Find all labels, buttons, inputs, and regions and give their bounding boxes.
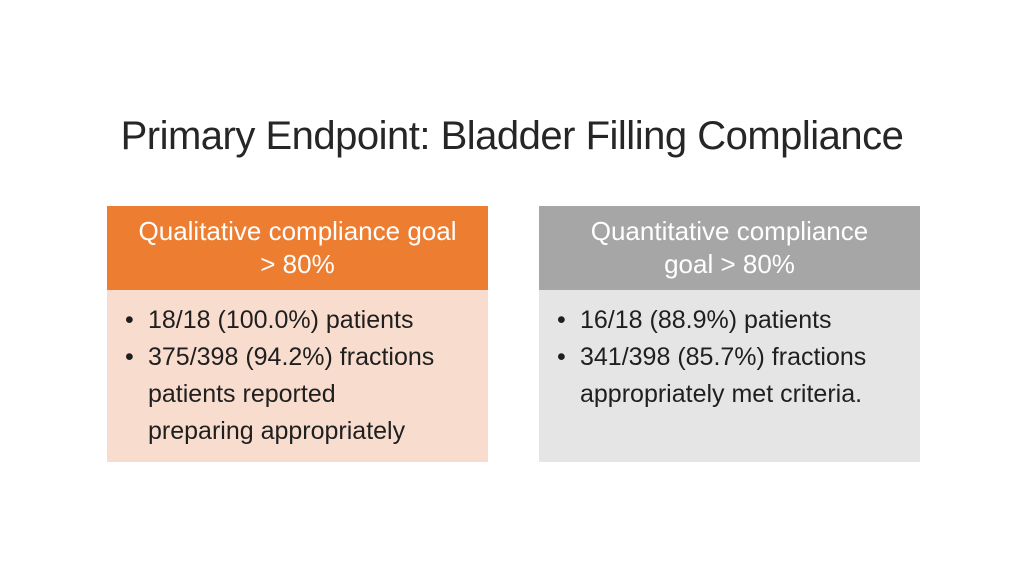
qualitative-panel-body: 18/18 (100.0%) patients 375/398 (94.2%) … — [107, 290, 488, 462]
list-item: 18/18 (100.0%) patients — [125, 302, 482, 339]
slide-title: Primary Endpoint: Bladder Filling Compli… — [120, 114, 904, 158]
quantitative-panel-body: 16/18 (88.9%) patients 341/398 (85.7%) f… — [539, 290, 920, 462]
list-item: 375/398 (94.2%) fractions patients repor… — [125, 339, 482, 450]
qualitative-compliance-panel: Qualitative compliance goal > 80% 18/18 … — [107, 206, 488, 462]
quantitative-panel-header: Quantitative compliance goal > 80% — [539, 206, 920, 290]
list-item: 341/398 (85.7%) fractions appropriately … — [557, 339, 914, 413]
qualitative-panel-header: Qualitative compliance goal > 80% — [107, 206, 488, 290]
list-item: 16/18 (88.9%) patients — [557, 302, 914, 339]
quantitative-compliance-panel: Quantitative compliance goal > 80% 16/18… — [539, 206, 920, 462]
